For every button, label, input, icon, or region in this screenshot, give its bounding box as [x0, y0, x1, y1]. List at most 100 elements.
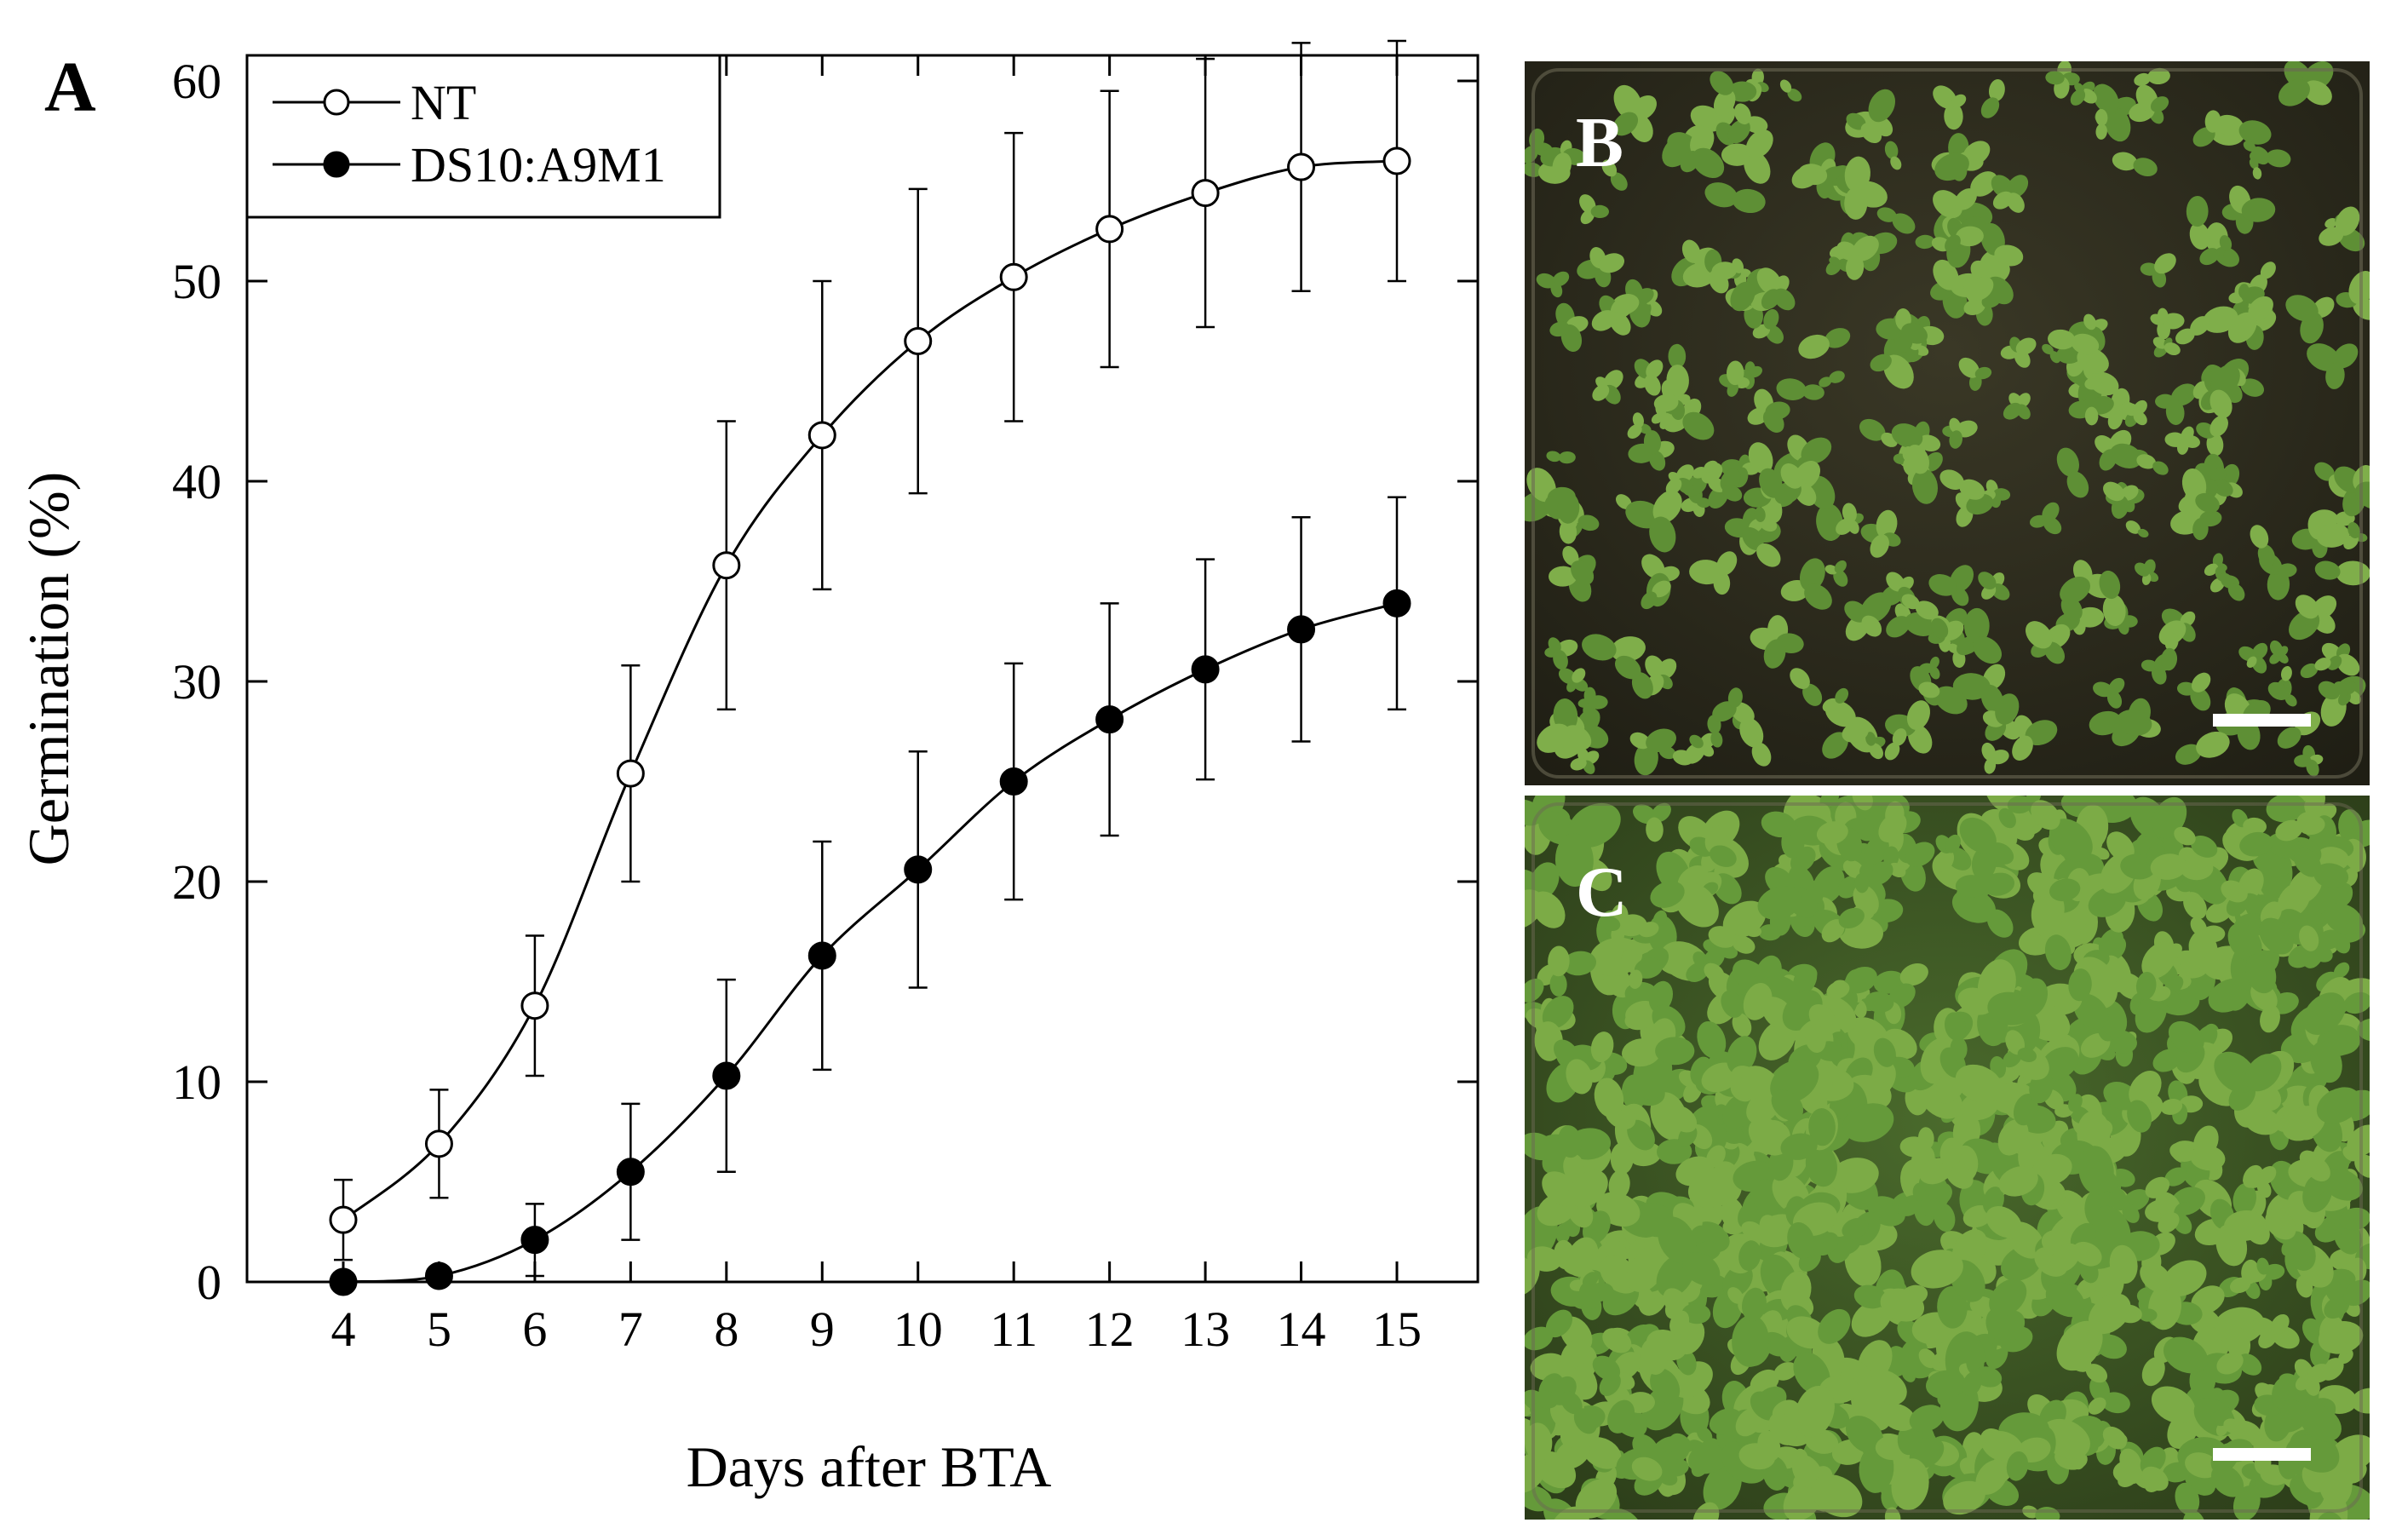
- seedling: [2288, 595, 2337, 641]
- seedling: [2140, 253, 2176, 288]
- data-point: [424, 1261, 453, 1290]
- seedling: [1756, 1196, 1837, 1259]
- seedling: [2319, 206, 2365, 252]
- seedlings-b: [1525, 61, 2370, 777]
- seedling: [1853, 1284, 1925, 1322]
- seedling: [1918, 681, 1968, 715]
- seedling: [2125, 520, 2149, 538]
- seedling: [1981, 742, 2009, 774]
- seedling: [2269, 640, 2289, 664]
- seedling: [1739, 717, 1772, 767]
- seedling: [2175, 731, 2230, 765]
- seedling: [1935, 834, 1972, 872]
- seedling: [1962, 1187, 2022, 1238]
- seedling: [2254, 1376, 2307, 1442]
- seedling: [1822, 722, 1869, 759]
- plate-c-rim: [1531, 802, 2363, 1513]
- seedling: [1934, 141, 1991, 181]
- seedling: [2170, 930, 2249, 1001]
- plate-b-rim: [1531, 68, 2363, 779]
- seedling: [1536, 271, 1570, 298]
- seedling: [1957, 959, 2034, 1047]
- seedling: [2103, 481, 2139, 519]
- seedling: [2252, 1313, 2300, 1349]
- seedling: [1601, 159, 1628, 191]
- seedling: [2196, 415, 2228, 457]
- seedling: [1558, 1125, 1585, 1183]
- seedling: [2221, 868, 2265, 917]
- seedling: [2150, 975, 2184, 1010]
- seedling: [1537, 1169, 1608, 1228]
- data-point: [616, 1158, 645, 1187]
- seedling: [1631, 1451, 1678, 1496]
- seedling: [2216, 1327, 2262, 1376]
- seedling: [1625, 490, 1682, 553]
- seedling: [1748, 1118, 1818, 1181]
- data-point: [904, 855, 933, 884]
- seedling: [1793, 1352, 1859, 1438]
- data-point: [1382, 589, 1411, 618]
- seedling: [2186, 196, 2210, 250]
- seedling: [2120, 844, 2187, 900]
- seedling: [1876, 207, 1916, 234]
- seedling: [1842, 859, 1874, 894]
- seedling: [2174, 826, 2218, 858]
- seedling: [2093, 677, 2125, 709]
- seedling: [1629, 728, 1677, 776]
- seedling: [2238, 642, 2268, 674]
- y-axis-label: Germination (%): [16, 472, 81, 866]
- seedling: [1689, 825, 1737, 872]
- x-tick-label: 14: [1277, 1302, 1326, 1357]
- seedling: [1779, 79, 1802, 102]
- seedling: [1865, 983, 1916, 1025]
- seedling: [2220, 572, 2245, 601]
- seedling: [2152, 336, 2181, 358]
- seedling: [1824, 560, 1848, 587]
- x-tick-label: 10: [894, 1302, 943, 1357]
- legend-label-ds10: DS10:A9M1: [411, 137, 666, 192]
- data-point: [329, 1205, 358, 1234]
- y-tick-label: 40: [172, 454, 221, 509]
- seedling: [1944, 1012, 1968, 1061]
- seedling: [1844, 592, 1892, 641]
- panel-a-chart: A 0 10 20 30 40 50 60 4 5 6 7 8 9 10 11 12 13 14 15 Germi…: [16, 39, 1480, 1499]
- y-axis-ticks: 0 10 20 30 40 50 60: [172, 54, 1478, 1310]
- seedling: [1830, 1340, 1907, 1422]
- seedling: [1722, 886, 1802, 939]
- seedling: [1822, 687, 1849, 713]
- seedling: [1710, 71, 1757, 116]
- seedling: [2117, 1304, 2158, 1324]
- data-point: [904, 327, 933, 355]
- seedling: [1549, 302, 1589, 353]
- seedling: [2307, 343, 2359, 389]
- data-point: [712, 551, 741, 580]
- seedling: [1876, 307, 1928, 353]
- seedling: [1741, 1060, 1819, 1124]
- seedling: [2291, 511, 2350, 559]
- seedling: [2068, 390, 2114, 426]
- y-tick-label: 30: [172, 654, 221, 710]
- seedling: [2294, 744, 2324, 777]
- legend-entry-ds10: DS10:A9M1: [273, 137, 666, 192]
- data-point: [1287, 615, 1316, 644]
- seedling: [1982, 693, 2020, 741]
- seedling: [1958, 1350, 2003, 1396]
- seedling: [2227, 296, 2273, 343]
- series-nt: [329, 39, 1411, 1261]
- seedling: [2243, 1166, 2277, 1198]
- seedling: [2029, 502, 2062, 535]
- seedling: [2045, 61, 2080, 99]
- seedling: [1560, 1391, 1597, 1434]
- seedling: [1544, 637, 1578, 670]
- seedling: [1747, 388, 1790, 433]
- seedling: [1721, 991, 1752, 1037]
- legend-entry-nt: NT: [273, 75, 476, 130]
- seedling: [1592, 370, 1623, 405]
- seedling: [2060, 796, 2137, 851]
- seedling: [2228, 284, 2265, 313]
- seedling: [1918, 1137, 1974, 1189]
- seedling: [1884, 141, 1902, 170]
- seedling: [1733, 955, 1800, 1020]
- seedling: [1978, 572, 2010, 600]
